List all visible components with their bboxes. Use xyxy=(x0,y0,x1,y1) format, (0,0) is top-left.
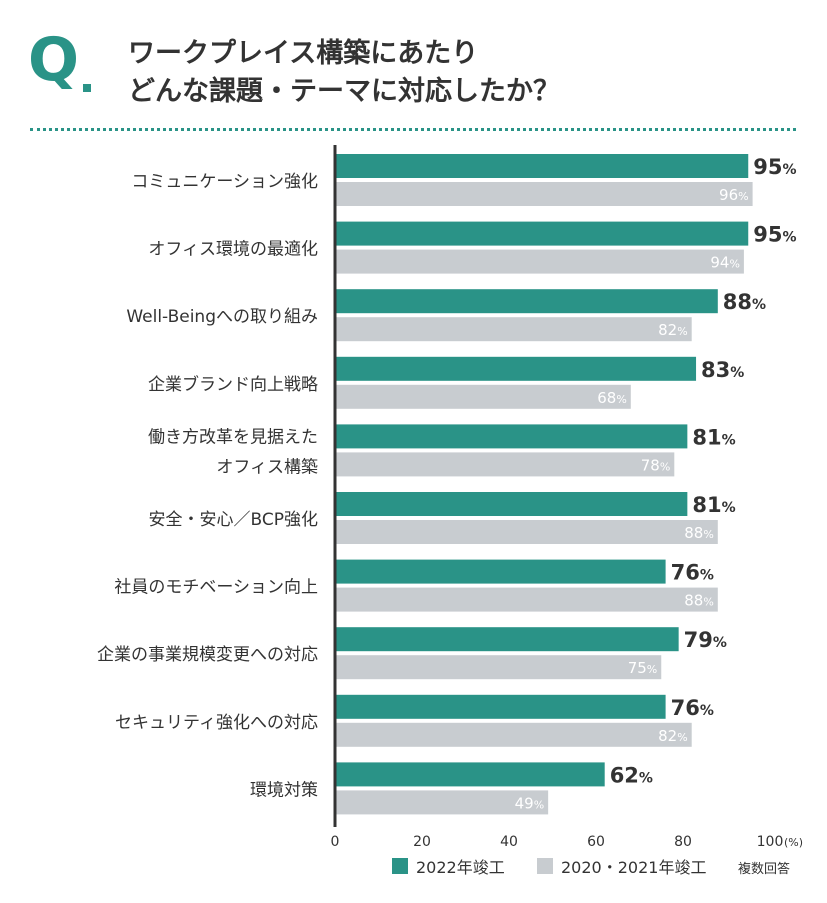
data-label-2022: 95% xyxy=(753,155,796,179)
chart-title-line2: どんな課題・テーマに対応したか？ xyxy=(128,76,560,107)
category-label: 安全・安心／BCP強化 xyxy=(149,510,319,530)
category-label: 社員のモチベーション向上 xyxy=(114,578,318,598)
data-label-2020-2021: 82% xyxy=(658,727,688,745)
chart-title-line1: ワークプレイス構築にあたり xyxy=(128,38,479,69)
data-label-2022: 62% xyxy=(610,763,653,787)
data-label-2022: 76% xyxy=(671,561,714,585)
data-label-2022: 79% xyxy=(684,628,727,652)
bar-2022 xyxy=(335,221,749,246)
bar-2020-2021 xyxy=(335,587,718,612)
category-label: 企業ブランド向上戦略 xyxy=(148,374,318,395)
x-tick-label: 20 xyxy=(413,834,431,850)
data-label-2022: 95% xyxy=(753,223,796,247)
category-label: オフィス環境の最適化 xyxy=(148,240,318,260)
x-tick-label: 40 xyxy=(500,834,518,850)
x-tick-label: 100 xyxy=(757,834,784,850)
bar-2022 xyxy=(335,762,605,787)
data-label-2020-2021: 96% xyxy=(719,186,749,204)
legend-label-2022: 2022年竣工 xyxy=(416,858,505,877)
category-label: 企業の事業規模変更への対応 xyxy=(97,645,318,665)
data-label-2020-2021: 88% xyxy=(684,592,714,610)
x-unit-label: (%) xyxy=(784,836,803,849)
data-label-2020-2021: 82% xyxy=(658,321,688,339)
legend-swatch-2022 xyxy=(392,858,408,874)
question-mark-label: Q xyxy=(28,25,79,95)
category-label: 環境対策 xyxy=(250,780,318,800)
title-divider xyxy=(30,128,796,131)
data-label-2022: 76% xyxy=(671,696,714,720)
bar-2020-2021 xyxy=(335,655,662,680)
bar-2020-2021 xyxy=(335,249,744,274)
data-label-2022: 88% xyxy=(723,290,766,314)
bar-2020-2021 xyxy=(335,520,718,544)
bar-2020-2021 xyxy=(335,384,631,409)
note-label: 複数回答 xyxy=(738,861,790,877)
bar-2020-2021 xyxy=(335,317,692,342)
category-label: オフィス構築 xyxy=(216,457,318,477)
data-label-2020-2021: 88% xyxy=(684,524,714,542)
category-label: セキュリティ強化への対応 xyxy=(115,713,318,733)
data-label-2022: 83% xyxy=(701,358,744,382)
legend-swatch-2020-2021 xyxy=(537,858,553,874)
bar-2022 xyxy=(335,492,688,516)
question-mark-dot xyxy=(83,84,91,92)
bar-2020-2021 xyxy=(335,182,753,206)
bar-2022 xyxy=(335,356,697,381)
data-label-2020-2021: 49% xyxy=(515,794,545,812)
data-label-2022: 81% xyxy=(692,493,735,517)
bar-2020-2021 xyxy=(335,790,549,815)
bar-2022 xyxy=(335,424,688,449)
bar-2020-2021 xyxy=(335,452,675,477)
bar-2022 xyxy=(335,627,679,652)
data-label-2020-2021: 68% xyxy=(597,389,627,407)
bar-2020-2021 xyxy=(335,722,692,747)
category-label: コミュニケーション強化 xyxy=(131,172,318,192)
x-tick-label: 0 xyxy=(331,834,340,850)
bar-2022 xyxy=(335,154,749,178)
bar-2022 xyxy=(335,694,666,719)
category-label: 働き方改革を見据えた xyxy=(148,427,318,447)
x-tick-label: 60 xyxy=(587,834,605,850)
data-label-2020-2021: 78% xyxy=(641,456,671,474)
bar-2022 xyxy=(335,559,666,584)
legend-label-2020-2021: 2020・2021年竣工 xyxy=(561,858,706,877)
x-tick-label: 80 xyxy=(674,834,692,850)
data-label-2020-2021: 75% xyxy=(628,659,658,677)
data-label-2020-2021: 94% xyxy=(710,254,740,272)
category-label: Well-Beingへの取り組み xyxy=(126,307,318,327)
bar-2022 xyxy=(335,289,718,314)
data-label-2022: 81% xyxy=(692,425,735,449)
